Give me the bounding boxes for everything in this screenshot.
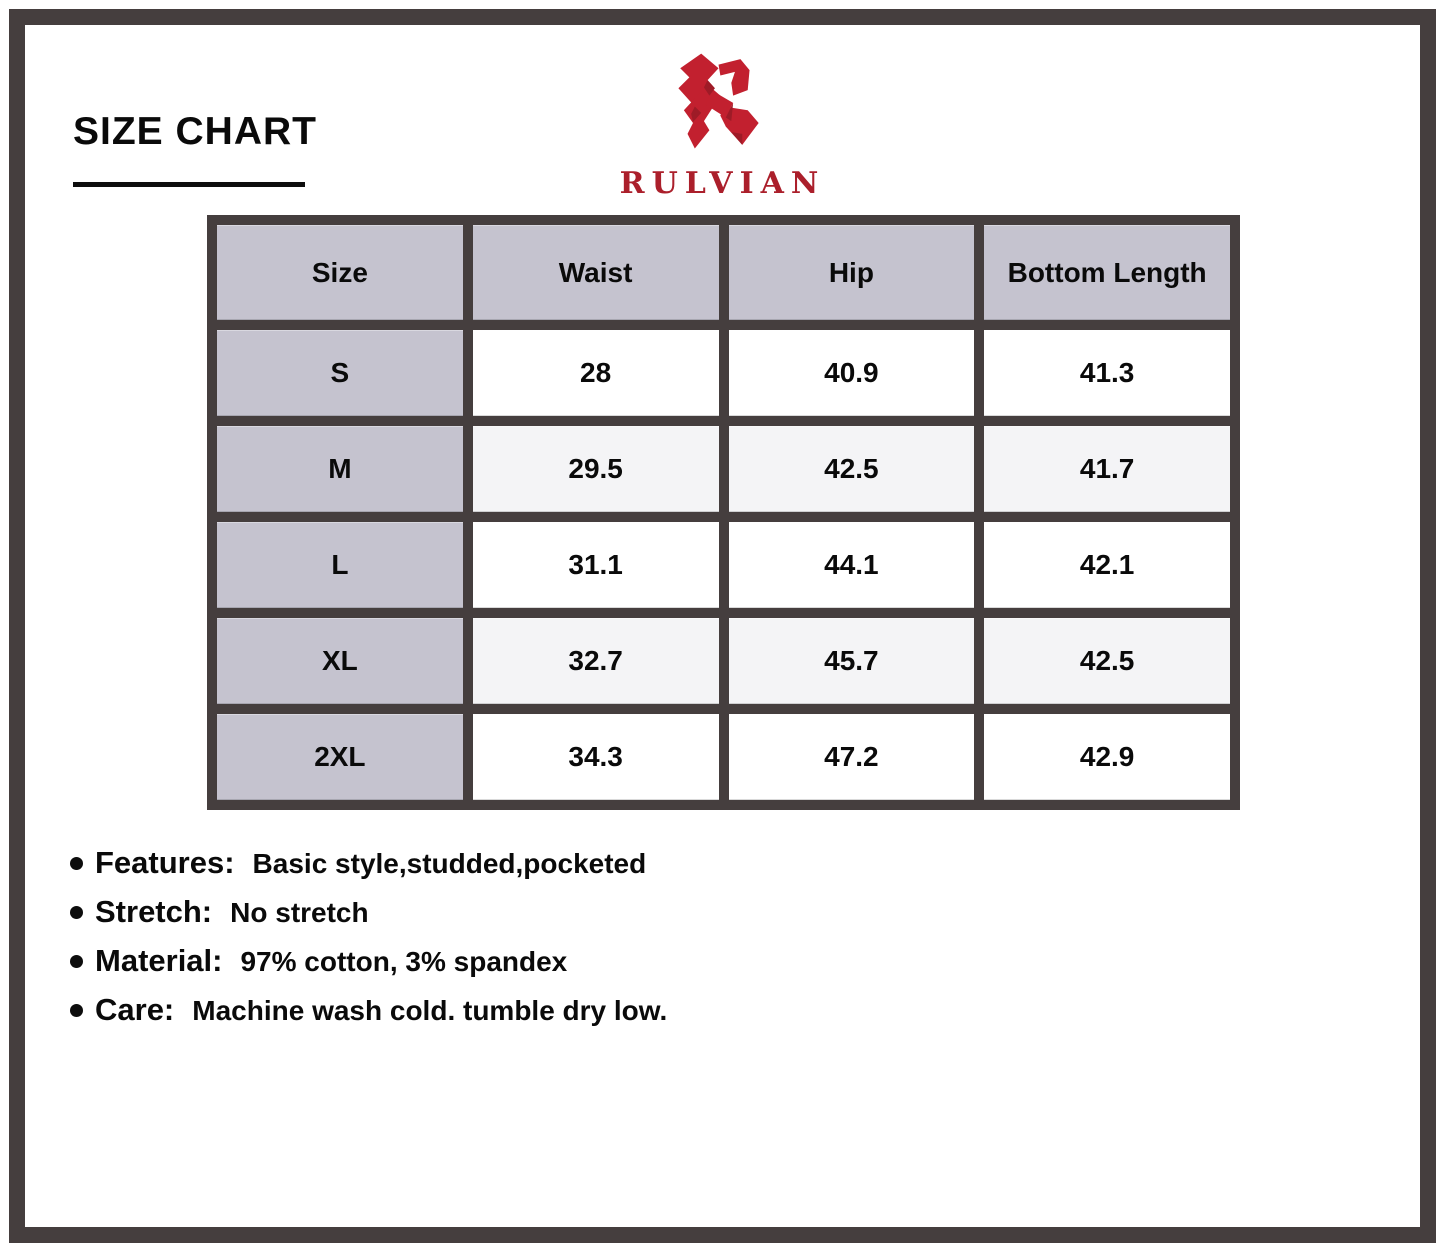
detail-row-care: Care: Machine wash cold. tumble dry low. <box>70 992 667 1028</box>
detail-value: 97% cotton, 3% spandex <box>240 946 568 977</box>
size-table: Size Waist Hip Bottom Length S 28 40.9 4… <box>207 215 1240 810</box>
bottom-length-cell: 41.7 <box>984 426 1230 512</box>
bullet-icon <box>70 1003 83 1017</box>
waist-cell: 29.5 <box>472 426 719 512</box>
waist-cell: 32.7 <box>472 618 719 704</box>
size-cell: 2XL <box>217 714 463 800</box>
detail-label: Features: <box>95 845 235 880</box>
detail-value: Basic style,studded,pocketed <box>252 848 647 879</box>
brand-block: RULVIAN <box>620 50 826 201</box>
bottom-length-cell: 42.5 <box>984 618 1230 704</box>
page-title: SIZE CHART <box>73 110 317 153</box>
hip-cell: 42.5 <box>728 426 975 512</box>
product-details-list: Features: Basic style,studded,pocketed S… <box>70 845 667 1041</box>
column-header-waist: Waist <box>472 225 719 320</box>
size-cell: S <box>217 330 463 416</box>
waist-cell: 34.3 <box>472 714 719 800</box>
detail-label: Stretch: <box>95 894 213 929</box>
bullet-icon <box>70 856 83 870</box>
table-row-2xl: 2XL 34.3 47.2 42.9 <box>217 714 1230 800</box>
bottom-length-cell: 41.3 <box>984 330 1230 416</box>
waist-cell: 31.1 <box>472 522 719 608</box>
hip-cell: 47.2 <box>728 714 975 800</box>
column-header-bottom-length: Bottom Length <box>984 225 1230 320</box>
bottom-length-cell: 42.1 <box>984 522 1230 608</box>
rulvian-r-logo-icon <box>667 50 777 164</box>
hip-cell: 44.1 <box>728 522 975 608</box>
hip-cell: 45.7 <box>728 618 975 704</box>
table-row-l: L 31.1 44.1 42.1 <box>217 522 1230 608</box>
table-row-s: S 28 40.9 41.3 <box>217 330 1230 416</box>
hip-cell: 40.9 <box>728 330 975 416</box>
column-header-hip: Hip <box>728 225 975 320</box>
detail-row-features: Features: Basic style,studded,pocketed <box>70 845 667 881</box>
size-cell: XL <box>217 618 463 704</box>
bullet-icon <box>70 954 83 968</box>
column-header-size: Size <box>217 225 463 320</box>
detail-row-stretch: Stretch: No stretch <box>70 894 667 930</box>
detail-value: No stretch <box>230 897 369 928</box>
detail-row-material: Material: 97% cotton, 3% spandex <box>70 943 667 979</box>
detail-label: Material: <box>95 943 223 978</box>
detail-value: Machine wash cold. tumble dry low. <box>192 995 668 1026</box>
table-row-xl: XL 32.7 45.7 42.5 <box>217 618 1230 704</box>
title-underline <box>73 182 305 187</box>
bottom-length-cell: 42.9 <box>984 714 1230 800</box>
size-cell: M <box>217 426 463 512</box>
waist-cell: 28 <box>472 330 719 416</box>
bullet-icon <box>70 905 83 919</box>
size-cell: L <box>217 522 463 608</box>
detail-label: Care: <box>95 992 175 1027</box>
table-row-m: M 29.5 42.5 41.7 <box>217 426 1230 512</box>
brand-wordmark: RULVIAN <box>619 166 826 201</box>
size-table-header-row: Size Waist Hip Bottom Length <box>217 225 1230 320</box>
